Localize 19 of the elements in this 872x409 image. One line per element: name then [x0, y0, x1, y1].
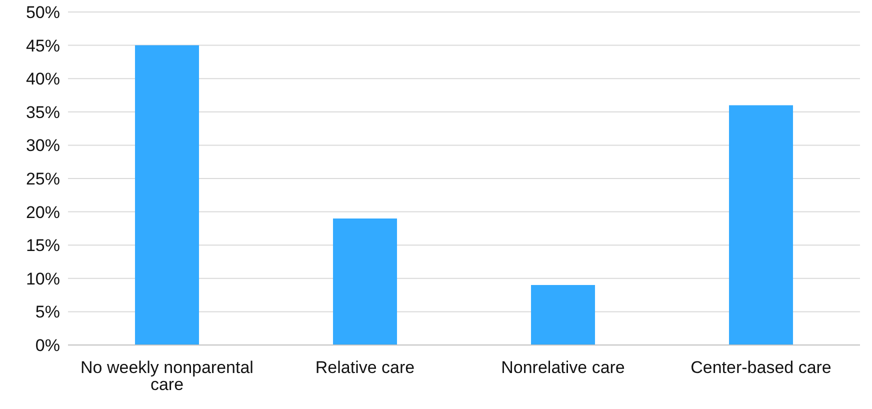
y-tick-label: 40% [26, 70, 60, 89]
y-tick-label: 15% [26, 236, 60, 256]
bar [333, 218, 397, 345]
y-tick-label: 50% [26, 3, 60, 22]
x-tick-label: Center-based care [690, 358, 832, 378]
x-tick-label: Nonrelative care [501, 358, 625, 378]
x-tick-label: Relative care [315, 358, 415, 378]
bar [531, 285, 595, 345]
y-tick-label: 45% [26, 36, 60, 56]
y-tick-label: 30% [26, 136, 60, 156]
bar [135, 45, 199, 345]
y-tick-label: 0% [35, 336, 60, 356]
y-tick-label: 5% [35, 302, 60, 322]
y-tick-label: 25% [26, 170, 60, 189]
y-tick-label: 20% [26, 202, 60, 222]
y-tick-label: 35% [26, 102, 60, 122]
x-tick-label: No weekly nonparental care [80, 358, 254, 394]
bar [729, 105, 793, 345]
y-tick-label: 10% [26, 269, 60, 288]
